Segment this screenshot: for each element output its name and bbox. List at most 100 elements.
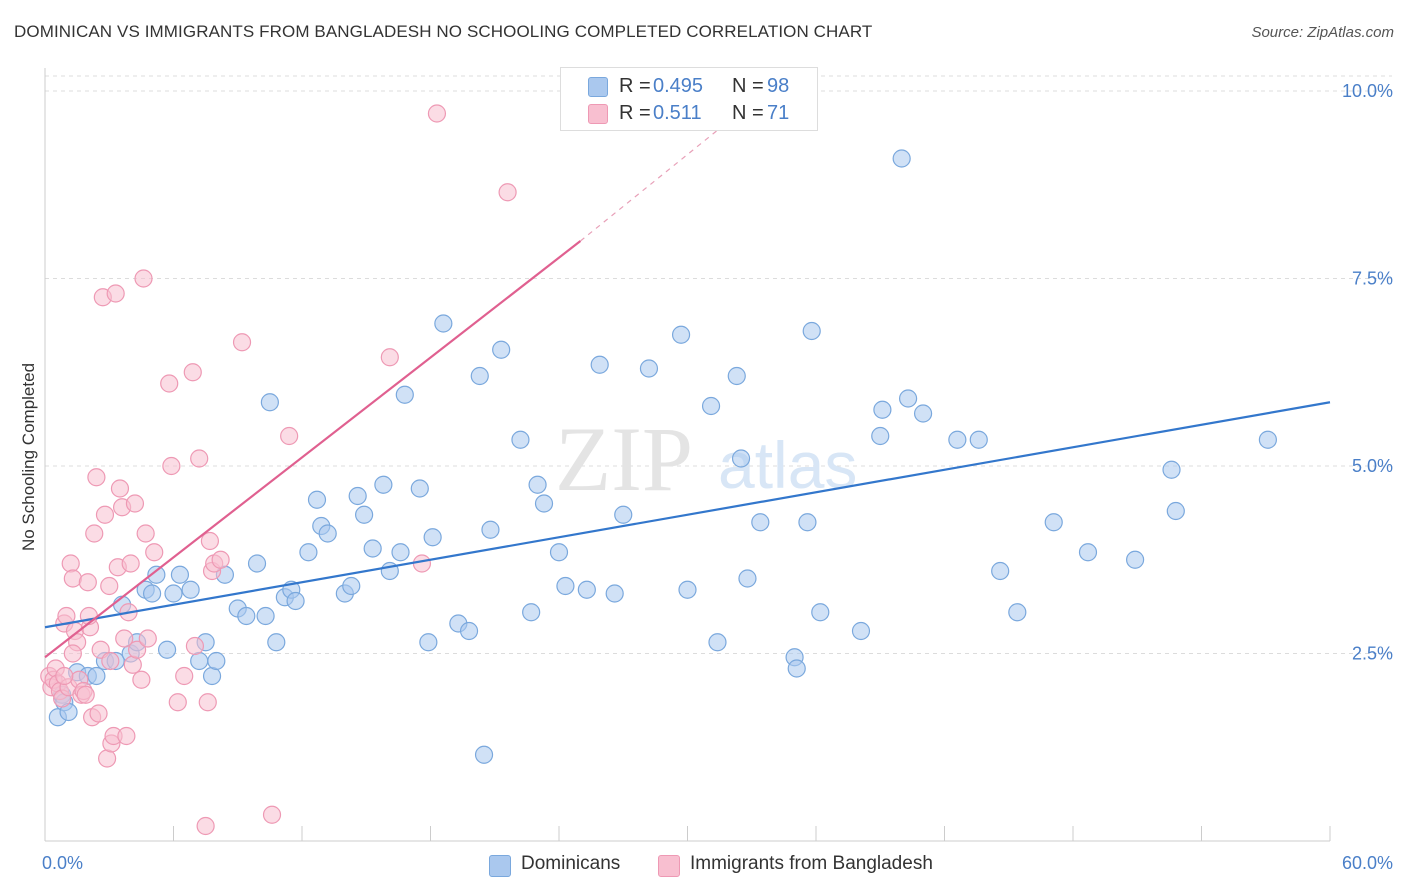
data-point <box>728 368 745 385</box>
data-point <box>161 375 178 392</box>
data-point <box>186 638 203 655</box>
data-point <box>135 270 152 287</box>
data-point <box>679 581 696 598</box>
x-tick-label: 0.0% <box>42 853 83 873</box>
data-point <box>420 634 437 651</box>
data-point <box>992 563 1009 580</box>
data-point <box>287 593 304 610</box>
data-point <box>803 323 820 340</box>
data-point <box>1167 503 1184 520</box>
legend-swatch-bangladesh <box>588 104 608 124</box>
data-point <box>1009 604 1026 621</box>
bottom-legend-label: Dominicans <box>521 853 620 875</box>
watermark: ZIP atlas <box>555 408 857 510</box>
data-point <box>191 653 208 670</box>
bottom-legend-swatch-bangladesh <box>658 855 680 877</box>
data-point <box>101 578 118 595</box>
data-point <box>375 476 392 493</box>
data-point <box>709 634 726 651</box>
data-point <box>281 428 298 445</box>
data-point <box>364 540 381 557</box>
n-label: N = <box>732 102 764 125</box>
legend-swatch-dominicans <box>588 77 608 97</box>
data-point <box>64 570 81 587</box>
data-point <box>413 555 430 572</box>
data-point <box>88 469 105 486</box>
data-point <box>238 608 255 625</box>
data-point <box>799 514 816 531</box>
data-point <box>551 544 568 561</box>
data-point <box>212 551 229 568</box>
data-point <box>536 495 553 512</box>
n-value: 98 <box>767 75 789 98</box>
trend-lines <box>45 129 1330 658</box>
data-point <box>949 431 966 448</box>
data-point <box>640 360 657 377</box>
data-point <box>673 326 690 343</box>
data-point <box>739 570 756 587</box>
data-point <box>529 476 546 493</box>
data-point <box>64 645 81 662</box>
chart-canvas: ZIP atlas No Schooling Completed 2.5%5.0… <box>0 0 1406 892</box>
data-point <box>182 581 199 598</box>
data-point <box>197 818 214 835</box>
r-label: R = <box>619 102 651 125</box>
data-point <box>79 574 96 591</box>
data-point <box>733 450 750 467</box>
data-point <box>122 555 139 572</box>
data-point <box>137 525 154 542</box>
data-point <box>428 105 445 122</box>
legend-row-dominicans: R = 0.495 N = 98 <box>561 73 817 101</box>
data-point <box>435 315 452 332</box>
series-bangladesh <box>41 105 516 835</box>
data-point <box>77 686 94 703</box>
data-point <box>493 341 510 358</box>
data-point <box>1259 431 1276 448</box>
data-point <box>461 623 478 640</box>
data-point <box>482 521 499 538</box>
data-point <box>1045 514 1062 531</box>
data-point <box>169 694 186 711</box>
data-point <box>184 364 201 381</box>
data-point <box>852 623 869 640</box>
data-point <box>392 544 409 561</box>
correlation-legend: R = 0.495 N = 98 R = 0.511 N = 71 <box>560 67 818 131</box>
data-point <box>133 671 150 688</box>
r-label: R = <box>619 75 651 98</box>
x-tick-label: 60.0% <box>1342 853 1393 873</box>
trend-line-bangladesh <box>45 241 580 657</box>
y-tick-label: 7.5% <box>1352 269 1393 289</box>
data-point <box>396 386 413 403</box>
data-point <box>424 529 441 546</box>
r-value: 0.495 <box>653 75 703 98</box>
legend-row-bangladesh: R = 0.511 N = 71 <box>561 100 817 128</box>
data-point <box>257 608 274 625</box>
data-point <box>126 495 143 512</box>
data-point <box>356 506 373 523</box>
data-point <box>1079 544 1096 561</box>
bottom-legend-swatch-dominicans <box>489 855 511 877</box>
data-point <box>90 705 107 722</box>
data-point <box>970 431 987 448</box>
n-value: 71 <box>767 102 789 125</box>
grid-lines <box>45 76 1392 654</box>
data-point <box>165 585 182 602</box>
data-point <box>812 604 829 621</box>
y-axis-label: No Schooling Completed <box>19 363 38 551</box>
data-point <box>139 630 156 647</box>
data-point <box>144 585 161 602</box>
data-point <box>118 728 135 745</box>
data-point <box>499 184 516 201</box>
data-point <box>476 746 493 763</box>
data-point <box>319 525 336 542</box>
data-point <box>86 525 103 542</box>
data-point <box>56 668 73 685</box>
data-point <box>191 450 208 467</box>
data-point <box>349 488 366 505</box>
data-point <box>234 334 251 351</box>
y-tick-label: 10.0% <box>1342 81 1393 101</box>
data-point <box>111 480 128 497</box>
data-point <box>471 368 488 385</box>
data-point <box>62 555 79 572</box>
watermark-zip: ZIP <box>555 408 693 510</box>
